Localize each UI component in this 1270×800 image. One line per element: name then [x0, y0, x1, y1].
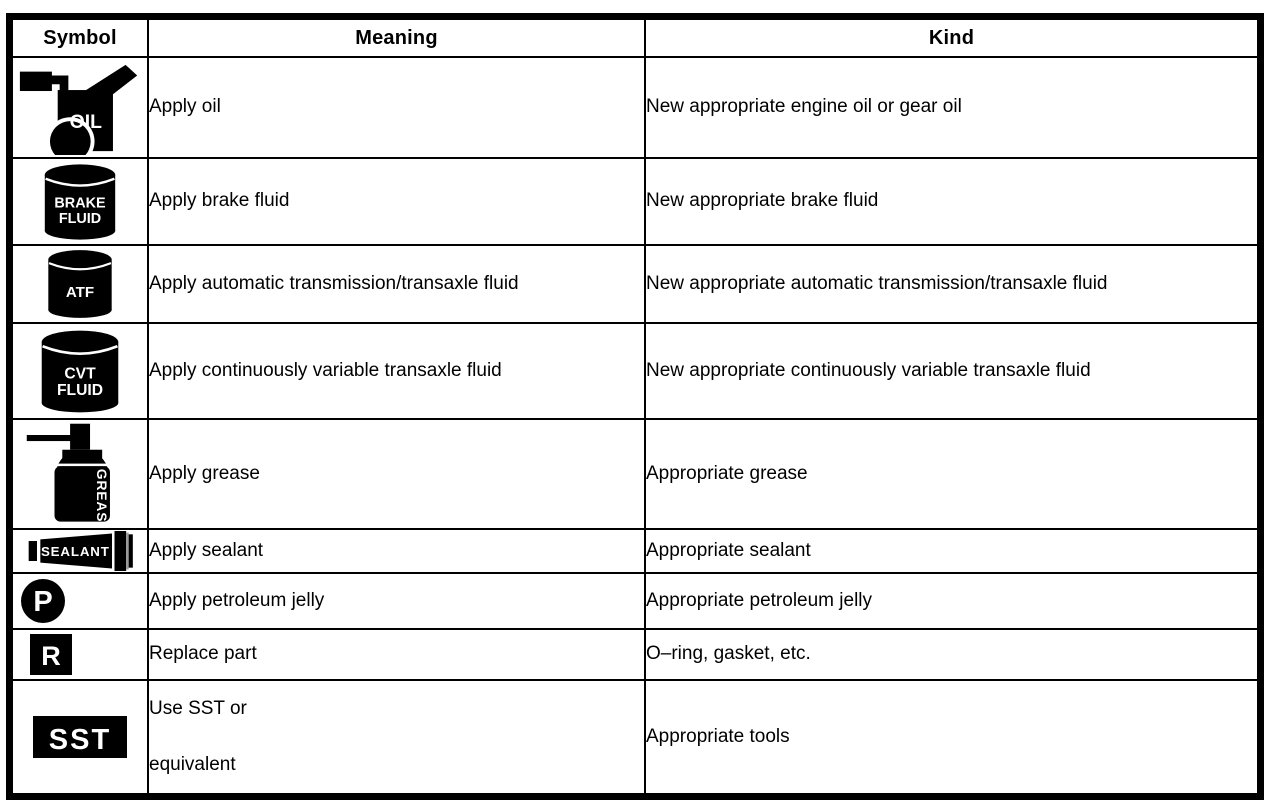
- symbol-cell: OIL: [11, 56, 149, 159]
- header-row: Symbol Meaning Kind: [11, 18, 1259, 58]
- table-row-grease: GREASE Apply grease Appropriate grease: [11, 418, 1259, 530]
- column-header-meaning: Meaning: [147, 18, 646, 58]
- sst-label: SST: [49, 724, 111, 756]
- kind-cell: Appropriate grease: [644, 418, 1259, 530]
- meaning-cell: Apply continuously variable transaxle fl…: [147, 322, 646, 420]
- kind-cell: Appropriate tools: [644, 678, 1259, 796]
- grease-spray-can-icon: GREASE: [26, 423, 110, 526]
- symbol-legend-table: Symbol Meaning Kind OIL: [11, 18, 1259, 796]
- legend-table-frame: Symbol Meaning Kind OIL: [6, 13, 1264, 800]
- symbol-cell: BRAKE FLUID: [11, 157, 149, 246]
- petroleum-jelly-icon: P: [21, 579, 65, 623]
- kind-cell: Appropriate sealant: [644, 528, 1259, 574]
- table-row-oil: OIL Apply oil New appropriate engine oil…: [11, 56, 1259, 159]
- symbol-cell: SEALANT: [11, 528, 149, 574]
- table-row-sst: SST Use SST or equivalent Appropriate to…: [11, 678, 1259, 796]
- kind-cell: Appropriate petroleum jelly: [644, 572, 1259, 630]
- symbol-cell: GREASE: [11, 418, 149, 530]
- kind-cell: New appropriate brake fluid: [644, 157, 1259, 246]
- column-header-symbol: Symbol: [11, 18, 149, 58]
- cvt-fluid-label-line2: FLUID: [57, 381, 103, 398]
- meaning-cell: Apply grease: [147, 418, 646, 530]
- symbol-cell: P: [11, 572, 149, 630]
- meaning-cell: Apply brake fluid: [147, 157, 646, 246]
- atf-label: ATF: [66, 284, 94, 301]
- meaning-cell: Apply sealant: [147, 528, 646, 574]
- sealant-tube-icon: SEALANT: [28, 531, 133, 571]
- replace-part-icon: R: [30, 634, 72, 675]
- meaning-cell: Apply automatic transmission/transaxle f…: [147, 244, 646, 324]
- meaning-cell: Replace part: [147, 628, 646, 681]
- oil-can-label: OIL: [70, 111, 102, 133]
- sealant-label: SEALANT: [41, 544, 110, 559]
- symbol-cell: R: [11, 628, 149, 681]
- oil-can-icon: OIL: [19, 64, 138, 155]
- kind-cell: New appropriate engine oil or gear oil: [644, 56, 1259, 159]
- meaning-cell: Apply petroleum jelly: [147, 572, 646, 630]
- column-header-kind: Kind: [644, 18, 1259, 58]
- brake-fluid-label-line2: FLUID: [59, 210, 101, 226]
- grease-label: GREASE: [93, 469, 109, 526]
- table-row-cvt-fluid: CVT FLUID Apply continuously variable tr…: [11, 322, 1259, 420]
- brake-fluid-label-line1: BRAKE: [54, 195, 106, 211]
- table-row-brake-fluid: BRAKE FLUID Apply brake fluid New approp…: [11, 157, 1259, 246]
- table-row-petroleum-jelly: P Apply petroleum jelly Appropriate petr…: [11, 572, 1259, 630]
- table-row-sealant: SEALANT Apply sealant Appropriate sealan…: [11, 528, 1259, 574]
- cvt-fluid-can-icon: CVT FLUID: [41, 330, 119, 412]
- kind-cell: New appropriate continuously variable tr…: [644, 322, 1259, 420]
- brake-fluid-can-icon: BRAKE FLUID: [44, 163, 116, 240]
- symbol-cell: ATF: [11, 244, 149, 324]
- symbol-cell: SST: [11, 678, 149, 796]
- table-row-atf: ATF Apply automatic transmission/transax…: [11, 244, 1259, 324]
- replace-part-label: R: [41, 641, 61, 671]
- kind-cell: New appropriate automatic transmission/t…: [644, 244, 1259, 324]
- atf-can-icon: ATF: [48, 250, 112, 318]
- kind-cell: O–ring, gasket, etc.: [644, 628, 1259, 681]
- petroleum-jelly-label: P: [33, 586, 52, 618]
- symbol-cell: CVT FLUID: [11, 322, 149, 420]
- cvt-fluid-label-line1: CVT: [64, 365, 96, 382]
- meaning-cell: Apply oil: [147, 56, 646, 159]
- sst-icon: SST: [33, 716, 127, 759]
- table-row-replace-part: R Replace part O–ring, gasket, etc.: [11, 628, 1259, 681]
- meaning-cell: Use SST or equivalent: [147, 678, 646, 796]
